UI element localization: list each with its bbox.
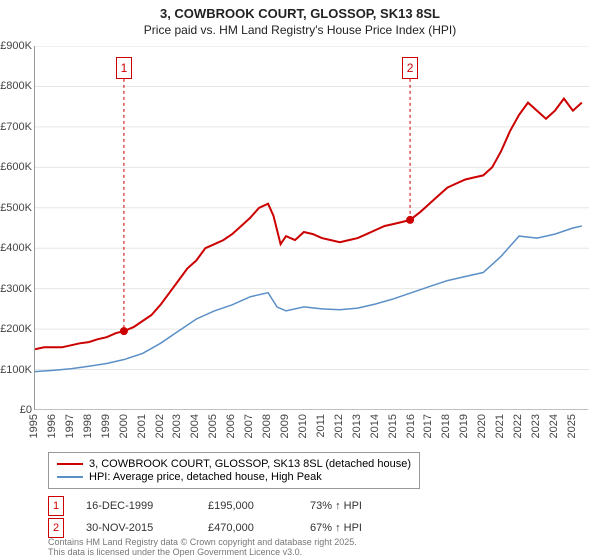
- x-tick-label: 2003: [171, 414, 183, 438]
- transaction-hpi: 67% ↑ HPI: [310, 522, 390, 534]
- y-tick-label: £500K: [0, 202, 32, 214]
- legend-label: 3, COWBROOK COURT, GLOSSOP, SK13 8SL (de…: [89, 458, 411, 470]
- x-tick-label: 2018: [440, 414, 452, 438]
- x-tick-label: 2008: [261, 414, 273, 438]
- attribution-line2: This data is licensed under the Open Gov…: [48, 548, 357, 558]
- x-tick-label: 2007: [243, 414, 255, 438]
- x-tick-label: 2016: [405, 414, 417, 438]
- x-tick-label: 2015: [387, 414, 399, 438]
- legend-swatch: [57, 463, 83, 465]
- x-tick-label: 2006: [225, 414, 237, 438]
- x-tick-label: 2019: [458, 414, 470, 438]
- transaction-row: 2 30-NOV-2015 £470,000 67% ↑ HPI: [48, 518, 390, 538]
- x-tick-label: 1998: [82, 414, 94, 438]
- x-tick-label: 2002: [154, 414, 166, 438]
- transaction-row: 1 16-DEC-1999 £195,000 73% ↑ HPI: [48, 496, 390, 516]
- x-tick-label: 2011: [315, 414, 327, 438]
- x-tick-label: 2023: [530, 414, 542, 438]
- x-tick-label: 2013: [351, 414, 363, 438]
- x-tick-label: 2004: [189, 414, 201, 438]
- chart-container: 3, COWBROOK COURT, GLOSSOP, SK13 8SL Pri…: [0, 0, 600, 560]
- transaction-date: 30-NOV-2015: [86, 522, 186, 534]
- y-tick-label: £700K: [0, 121, 32, 133]
- x-tick-label: 2017: [422, 414, 434, 438]
- legend-item: 3, COWBROOK COURT, GLOSSOP, SK13 8SL (de…: [57, 458, 411, 470]
- transactions-table: 1 16-DEC-1999 £195,000 73% ↑ HPI 2 30-NOV-201…: [48, 494, 390, 540]
- annotation-box: 1: [116, 57, 132, 79]
- transaction-price: £195,000: [208, 500, 288, 512]
- x-tick-label: 2022: [512, 414, 524, 438]
- transaction-date: 16-DEC-1999: [86, 500, 186, 512]
- title-line2: Price paid vs. HM Land Registry's House …: [0, 23, 600, 37]
- x-tick-label: 1997: [64, 414, 76, 438]
- x-tick-label: 1996: [46, 414, 58, 438]
- series-property: [35, 99, 582, 350]
- x-tick-label: 2000: [118, 414, 130, 438]
- x-tick-label: 2024: [548, 414, 560, 438]
- x-tick-label: 2014: [369, 414, 381, 438]
- legend-swatch: [57, 476, 83, 478]
- x-tick-label: 2010: [297, 414, 309, 438]
- x-tick-label: 2001: [136, 414, 148, 438]
- y-tick-label: £300K: [0, 283, 32, 295]
- x-tick-label: 2009: [279, 414, 291, 438]
- x-tick-label: 2025: [566, 414, 578, 438]
- x-tick-label: 1995: [28, 414, 40, 438]
- y-tick-label: £900K: [0, 40, 32, 52]
- attribution: Contains HM Land Registry data © Crown c…: [48, 538, 357, 558]
- x-tick-label: 2012: [333, 414, 345, 438]
- title-block: 3, COWBROOK COURT, GLOSSOP, SK13 8SL Pri…: [0, 0, 600, 39]
- x-tick-label: 2020: [476, 414, 488, 438]
- transaction-index: 1: [48, 496, 64, 516]
- annotation-box: 2: [402, 57, 418, 79]
- y-tick-label: £200K: [0, 323, 32, 335]
- sale-marker: [406, 216, 414, 224]
- x-tick-label: 1999: [100, 414, 112, 438]
- x-tick-label: 2021: [494, 414, 506, 438]
- title-line1: 3, COWBROOK COURT, GLOSSOP, SK13 8SL: [0, 6, 600, 21]
- y-tick-label: £800K: [0, 80, 32, 92]
- y-tick-label: £400K: [0, 242, 32, 254]
- transaction-index: 2: [48, 518, 64, 538]
- legend-label: HPI: Average price, detached house, High…: [89, 471, 322, 483]
- sale-marker: [120, 327, 128, 335]
- y-tick-label: £100K: [0, 364, 32, 376]
- legend: 3, COWBROOK COURT, GLOSSOP, SK13 8SL (de…: [48, 452, 420, 489]
- transaction-price: £470,000: [208, 522, 288, 534]
- legend-item: HPI: Average price, detached house, High…: [57, 471, 411, 483]
- x-tick-label: 2005: [207, 414, 219, 438]
- chart-plot-area: 12: [34, 46, 588, 410]
- transaction-hpi: 73% ↑ HPI: [310, 500, 390, 512]
- chart-svg: [35, 46, 589, 410]
- y-tick-label: £600K: [0, 161, 32, 173]
